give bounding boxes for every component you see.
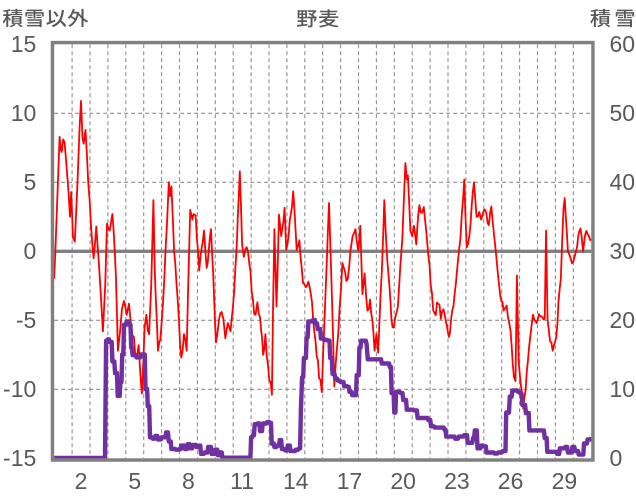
svg-text:20: 20: [390, 468, 416, 494]
svg-text:60: 60: [610, 31, 636, 57]
svg-text:23: 23: [444, 468, 470, 494]
svg-text:20: 20: [610, 307, 636, 333]
svg-text:11: 11: [230, 468, 254, 494]
svg-text:8: 8: [182, 468, 195, 494]
svg-text:-5: -5: [16, 307, 36, 333]
svg-text:5: 5: [24, 169, 37, 195]
svg-text:2: 2: [75, 468, 88, 494]
svg-text:10: 10: [610, 376, 636, 402]
svg-text:15: 15: [11, 31, 37, 57]
svg-text:14: 14: [283, 468, 309, 494]
svg-text:29: 29: [552, 468, 578, 494]
svg-text:0: 0: [610, 445, 623, 471]
svg-text:26: 26: [498, 468, 524, 494]
svg-text:50: 50: [610, 100, 636, 126]
svg-text:30: 30: [610, 238, 636, 264]
svg-text:5: 5: [128, 468, 141, 494]
svg-text:10: 10: [11, 100, 37, 126]
svg-text:-15: -15: [3, 445, 36, 471]
svg-text:40: 40: [610, 169, 636, 195]
svg-text:-10: -10: [3, 376, 36, 402]
svg-text:17: 17: [337, 468, 363, 494]
svg-text:0: 0: [24, 238, 37, 264]
